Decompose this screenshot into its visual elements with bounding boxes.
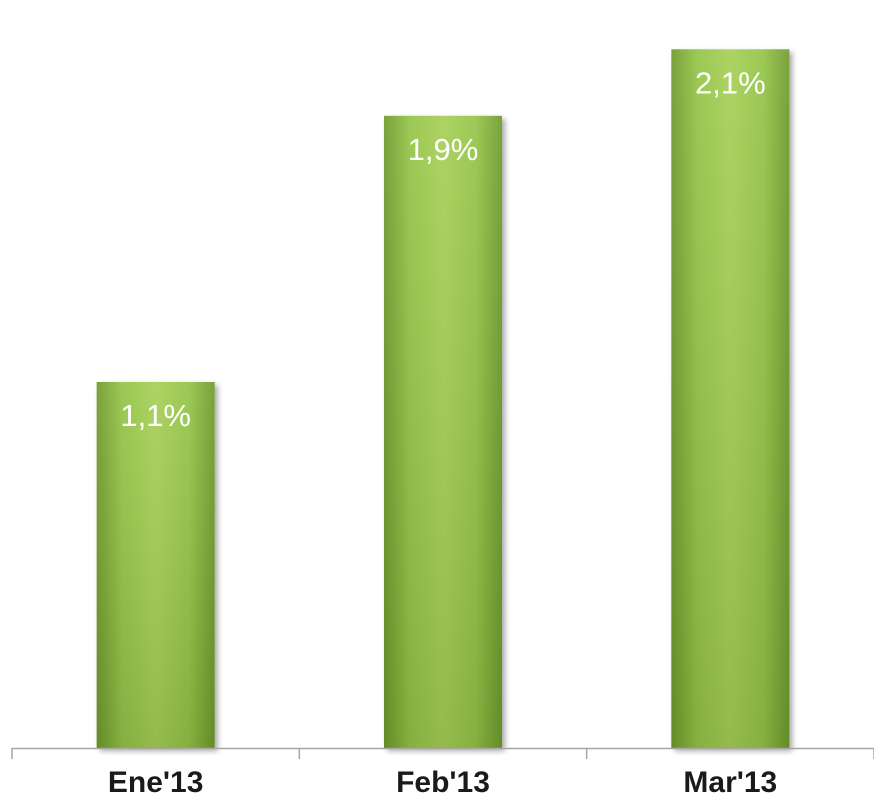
category-label: Ene'13 xyxy=(108,766,204,799)
data-label: 2,1% xyxy=(695,65,766,100)
data-label: 1,1% xyxy=(120,398,191,433)
bar-shade xyxy=(671,49,790,749)
category-label: Feb'13 xyxy=(396,766,490,799)
category-labels-group: Ene'13 Feb'13 Mar'13 xyxy=(108,766,777,799)
bar-3 xyxy=(671,49,790,749)
bar-shade xyxy=(96,382,215,748)
x-axis xyxy=(11,747,874,759)
category-label: Mar'13 xyxy=(683,766,777,799)
bar-1 xyxy=(96,382,215,748)
data-labels-group: 1,1% 1,9% 2,1% xyxy=(120,65,765,433)
data-label: 1,9% xyxy=(408,132,479,167)
bar-2 xyxy=(384,115,502,749)
bars-group xyxy=(96,49,790,749)
bar-shade xyxy=(384,115,502,749)
